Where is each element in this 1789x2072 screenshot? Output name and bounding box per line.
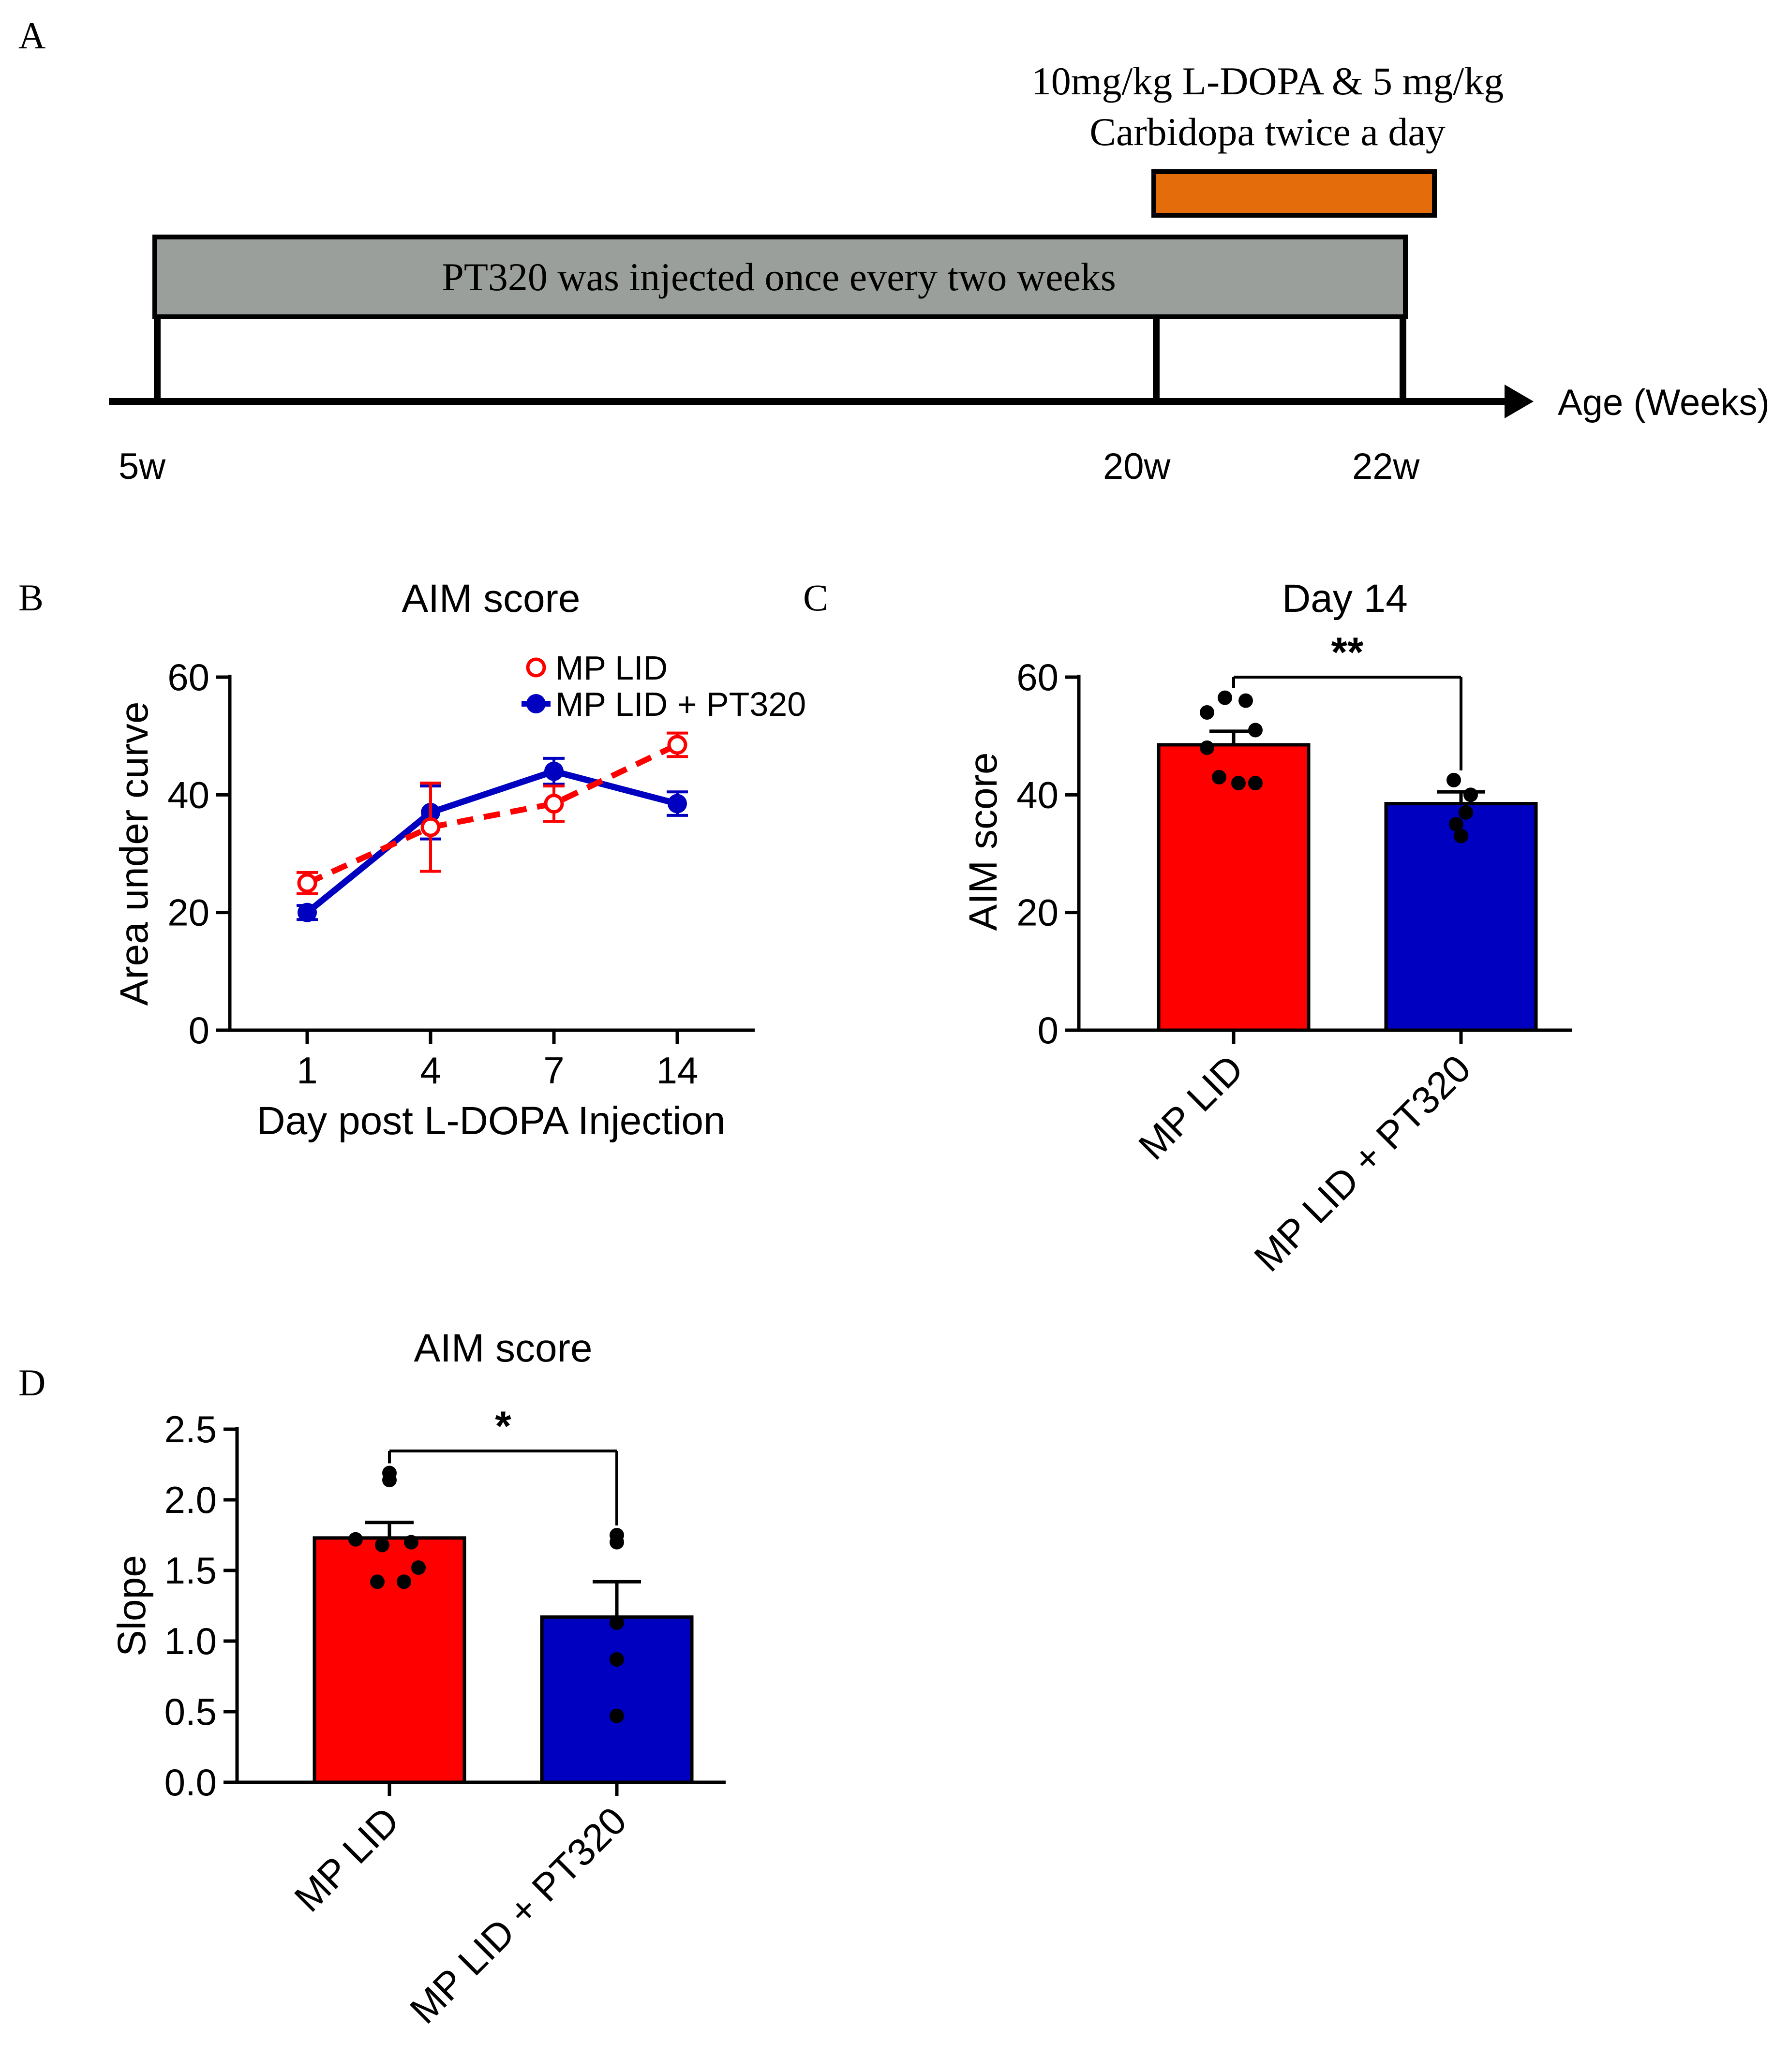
scatter-point — [382, 1473, 397, 1488]
y-tick-label: 20 — [1016, 891, 1058, 934]
y-tick-label: 1.0 — [164, 1620, 217, 1662]
scatter-point — [1231, 776, 1246, 790]
scatter-point — [610, 1615, 624, 1630]
series-line — [305, 768, 678, 915]
legend-label: MP LID + PT320 — [555, 685, 806, 723]
data-point — [544, 794, 564, 814]
significance-marker: * — [495, 1403, 511, 1450]
x-tick-label: 7 — [543, 1049, 564, 1092]
x-tick-label: MP LID — [286, 1799, 408, 1920]
x-tick-label: MP LID + PT320 — [402, 1799, 635, 2032]
scatter-point — [1459, 805, 1473, 820]
scatter-point — [1212, 770, 1226, 784]
bar — [1157, 743, 1311, 1032]
y-axis-title: AIM score — [961, 752, 1005, 931]
scatter-point — [1248, 723, 1263, 738]
scatter-point — [348, 1532, 363, 1547]
scatter-point — [397, 1574, 411, 1589]
scatter-point — [610, 1708, 624, 1723]
y-tick-label: 60 — [167, 656, 209, 698]
y-tick-label: 0.5 — [164, 1690, 217, 1733]
series-line — [306, 742, 679, 886]
data-point — [544, 761, 564, 781]
chart-title: AIM score — [402, 577, 580, 621]
timeline-arrowhead — [1505, 385, 1534, 418]
y-tick-label: 0.0 — [164, 1761, 217, 1804]
chart-title: AIM score — [414, 1326, 592, 1370]
y-tick-label: 40 — [1016, 773, 1058, 816]
y-axis-title: Area under curve — [112, 701, 156, 1006]
x-tick-label: 1 — [297, 1049, 317, 1092]
panel-label-a: A — [18, 15, 45, 57]
treatment-bar — [1151, 169, 1437, 218]
data-point — [420, 817, 441, 837]
bar-chart-slope: AIM score 0.0 0.5 1.0 1.5 2.0 2.5 Slope MP LIDMP… — [110, 1326, 726, 2032]
y-tick-label: 2.5 — [164, 1408, 217, 1450]
scatter-point — [1218, 690, 1232, 705]
data-point — [667, 735, 687, 755]
y-tick-label: 0 — [1038, 1009, 1058, 1051]
scatter-point — [1238, 693, 1253, 708]
x-tick-label: 4 — [420, 1049, 441, 1092]
pt320-injection-bar — [152, 235, 1408, 319]
scatter-point — [1248, 776, 1263, 790]
data-point — [668, 794, 687, 814]
scatter-point — [610, 1652, 624, 1667]
x-tick-label: MP LID + PT320 — [1246, 1047, 1479, 1280]
significance-marker: ** — [1331, 629, 1364, 676]
scatter-point — [1449, 817, 1463, 832]
x-axis-title: Day post L-DOPA Injection — [256, 1099, 725, 1143]
scatter-point — [411, 1560, 426, 1575]
timeline-label-22w: 22w — [1352, 446, 1420, 487]
timeline-label-5w: 5w — [119, 446, 166, 487]
bar — [540, 1615, 694, 1784]
y-tick-label: 1.5 — [164, 1549, 217, 1592]
scatter-point — [375, 1538, 389, 1553]
data-point — [298, 903, 317, 922]
scatter-point — [370, 1574, 385, 1589]
bar — [313, 1536, 466, 1784]
legend-marker — [526, 694, 546, 713]
y-tick-label: 60 — [1016, 656, 1058, 698]
y-axis-title: Slope — [110, 1555, 154, 1657]
data-point — [297, 873, 317, 893]
timeline-axis-label: Age (Weeks) — [1558, 382, 1770, 423]
scatter-point — [404, 1535, 418, 1550]
y-tick-label: 20 — [167, 891, 209, 934]
scatter-point — [1463, 787, 1478, 802]
panel-label-b: B — [18, 577, 44, 619]
scatter-point — [1454, 829, 1468, 844]
y-tick-label: 2.0 — [164, 1479, 217, 1521]
legend-marker — [526, 657, 546, 678]
panel-label-d: D — [18, 1362, 45, 1404]
scatter-point — [1446, 772, 1461, 787]
y-tick-label: 0 — [189, 1009, 209, 1051]
timeline-label-20w: 20w — [1103, 446, 1171, 487]
chart-title: Day 14 — [1282, 577, 1408, 621]
pt320-bar-label: PT320 was injected once every two weeks — [442, 255, 1116, 299]
legend-label: MP LID — [555, 649, 668, 687]
panel-label-c: C — [803, 577, 828, 619]
scatter-point — [1200, 740, 1214, 755]
treatment-text-line2: Carbidopa twice a day — [1089, 110, 1445, 154]
treatment-text-line1: 10mg/kg L-DOPA & 5 mg/kg — [1031, 59, 1504, 103]
x-tick-label: 14 — [656, 1049, 699, 1092]
x-tick-label: MP LID — [1131, 1047, 1252, 1168]
scatter-point — [1200, 705, 1214, 720]
y-tick-label: 40 — [167, 773, 209, 816]
scatter-point — [610, 1535, 624, 1550]
